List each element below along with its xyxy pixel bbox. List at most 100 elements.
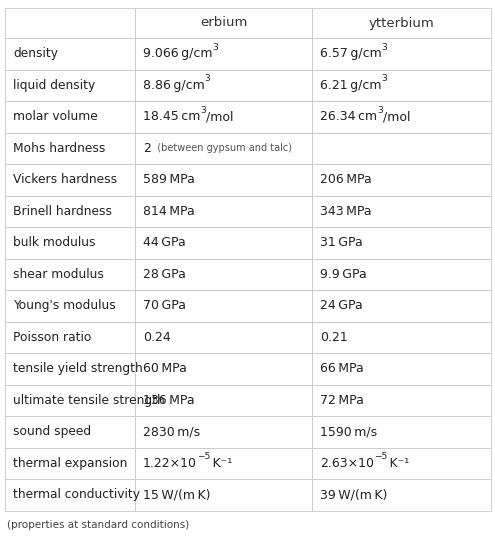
Bar bbox=[5, 101, 135, 132]
Text: Young's modulus: Young's modulus bbox=[13, 299, 116, 312]
Text: /mol: /mol bbox=[383, 110, 410, 123]
Text: 3: 3 bbox=[212, 43, 218, 52]
Text: (between gypsum and talc): (between gypsum and talc) bbox=[151, 143, 292, 153]
Bar bbox=[135, 101, 312, 132]
Text: 3: 3 bbox=[382, 74, 387, 83]
Bar bbox=[5, 321, 135, 353]
Text: Vickers hardness: Vickers hardness bbox=[13, 173, 117, 186]
Text: 2: 2 bbox=[143, 142, 151, 155]
Text: 26.34 cm: 26.34 cm bbox=[320, 110, 377, 123]
Text: molar volume: molar volume bbox=[13, 110, 98, 123]
Text: sound speed: sound speed bbox=[13, 425, 91, 438]
Text: 0.24: 0.24 bbox=[143, 331, 171, 344]
Bar bbox=[312, 101, 491, 132]
Bar bbox=[5, 479, 135, 510]
Text: Brinell hardness: Brinell hardness bbox=[13, 205, 112, 218]
Text: ultimate tensile strength: ultimate tensile strength bbox=[13, 394, 165, 407]
Bar bbox=[135, 258, 312, 290]
Bar bbox=[135, 385, 312, 416]
Bar bbox=[312, 38, 491, 69]
Text: 3: 3 bbox=[377, 106, 383, 115]
Bar bbox=[5, 385, 135, 416]
Bar bbox=[312, 164, 491, 196]
Text: density: density bbox=[13, 48, 58, 60]
Text: −5: −5 bbox=[374, 452, 387, 461]
Bar bbox=[5, 416, 135, 448]
Bar bbox=[312, 353, 491, 385]
Bar bbox=[135, 69, 312, 101]
Text: 6.21 g/cm: 6.21 g/cm bbox=[320, 79, 382, 92]
Bar bbox=[5, 132, 135, 164]
Bar bbox=[135, 8, 312, 38]
Bar bbox=[135, 321, 312, 353]
Bar bbox=[312, 132, 491, 164]
Text: 136 MPa: 136 MPa bbox=[143, 394, 195, 407]
Bar bbox=[5, 164, 135, 196]
Text: 28 GPa: 28 GPa bbox=[143, 268, 186, 281]
Text: 0.21: 0.21 bbox=[320, 331, 348, 344]
Bar bbox=[5, 196, 135, 227]
Text: 72 MPa: 72 MPa bbox=[320, 394, 364, 407]
Bar bbox=[5, 448, 135, 479]
Text: tensile yield strength: tensile yield strength bbox=[13, 362, 143, 375]
Bar bbox=[135, 479, 312, 510]
Bar bbox=[135, 38, 312, 69]
Text: /mol: /mol bbox=[206, 110, 234, 123]
Text: bulk modulus: bulk modulus bbox=[13, 236, 96, 249]
Text: ytterbium: ytterbium bbox=[369, 17, 435, 30]
Text: 3: 3 bbox=[205, 74, 210, 83]
Bar bbox=[312, 385, 491, 416]
Text: 2.63×10: 2.63×10 bbox=[320, 457, 374, 470]
Text: 66 MPa: 66 MPa bbox=[320, 362, 364, 375]
Bar bbox=[312, 8, 491, 38]
Bar bbox=[5, 227, 135, 258]
Text: thermal expansion: thermal expansion bbox=[13, 457, 127, 470]
Bar bbox=[312, 258, 491, 290]
Text: Poisson ratio: Poisson ratio bbox=[13, 331, 92, 344]
Text: 15 W/(m K): 15 W/(m K) bbox=[143, 488, 210, 501]
Text: erbium: erbium bbox=[200, 17, 247, 30]
Text: 44 GPa: 44 GPa bbox=[143, 236, 186, 249]
Text: 343 MPa: 343 MPa bbox=[320, 205, 372, 218]
Bar bbox=[5, 353, 135, 385]
Bar bbox=[312, 416, 491, 448]
Text: 60 MPa: 60 MPa bbox=[143, 362, 187, 375]
Text: 3: 3 bbox=[200, 106, 206, 115]
Text: 3: 3 bbox=[382, 43, 388, 52]
Text: 2830 m/s: 2830 m/s bbox=[143, 425, 200, 438]
Text: 24 GPa: 24 GPa bbox=[320, 299, 363, 312]
Bar bbox=[312, 479, 491, 510]
Text: Mohs hardness: Mohs hardness bbox=[13, 142, 105, 155]
Text: 9.066 g/cm: 9.066 g/cm bbox=[143, 48, 212, 60]
Bar bbox=[312, 227, 491, 258]
Bar bbox=[5, 290, 135, 321]
Bar bbox=[135, 196, 312, 227]
Bar bbox=[5, 8, 135, 38]
Text: 1590 m/s: 1590 m/s bbox=[320, 425, 377, 438]
Text: K⁻¹: K⁻¹ bbox=[387, 457, 409, 470]
Bar bbox=[5, 69, 135, 101]
Bar bbox=[5, 258, 135, 290]
Bar bbox=[312, 196, 491, 227]
Text: 1.22×10: 1.22×10 bbox=[143, 457, 197, 470]
Text: 206 MPa: 206 MPa bbox=[320, 173, 372, 186]
Bar bbox=[312, 448, 491, 479]
Text: 6.57 g/cm: 6.57 g/cm bbox=[320, 48, 382, 60]
Bar bbox=[135, 227, 312, 258]
Text: 8.86 g/cm: 8.86 g/cm bbox=[143, 79, 205, 92]
Text: thermal conductivity: thermal conductivity bbox=[13, 488, 140, 501]
Bar bbox=[135, 164, 312, 196]
Text: K⁻¹: K⁻¹ bbox=[210, 457, 233, 470]
Text: 9.9 GPa: 9.9 GPa bbox=[320, 268, 367, 281]
Text: 814 MPa: 814 MPa bbox=[143, 205, 195, 218]
Text: 39 W/(m K): 39 W/(m K) bbox=[320, 488, 388, 501]
Bar bbox=[135, 416, 312, 448]
Bar bbox=[5, 38, 135, 69]
Text: −5: −5 bbox=[197, 452, 210, 461]
Bar bbox=[135, 290, 312, 321]
Bar bbox=[312, 321, 491, 353]
Text: 18.45 cm: 18.45 cm bbox=[143, 110, 200, 123]
Text: shear modulus: shear modulus bbox=[13, 268, 104, 281]
Text: liquid density: liquid density bbox=[13, 79, 95, 92]
Bar bbox=[135, 448, 312, 479]
